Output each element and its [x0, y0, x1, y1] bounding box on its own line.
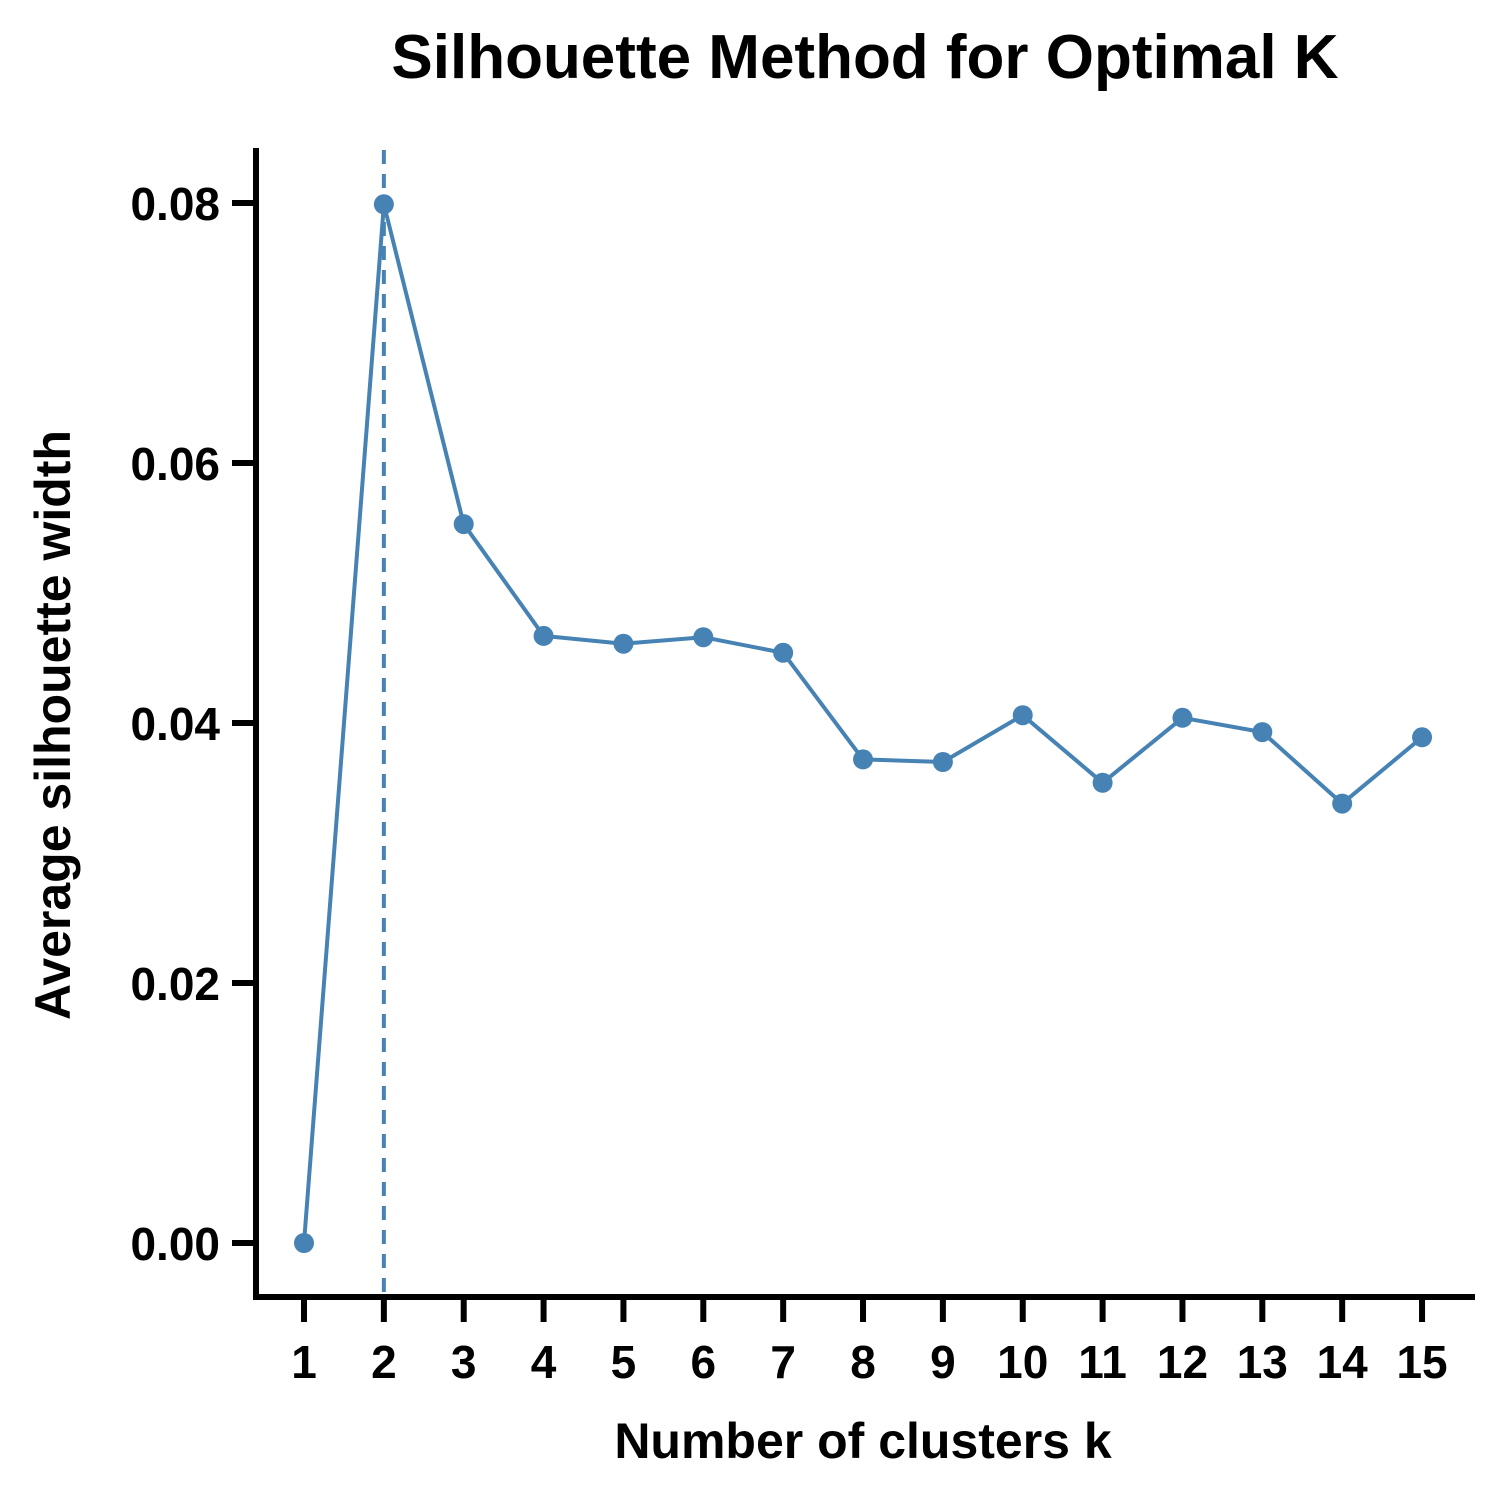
data-point-k8	[853, 749, 874, 770]
chart-title: Silhouette Method for Optimal K	[391, 23, 1338, 92]
x-tick-label: 4	[531, 1336, 557, 1388]
y-tick-label: 0.06	[130, 438, 220, 490]
x-tick-label: 13	[1237, 1336, 1288, 1388]
x-tick-label: 6	[691, 1336, 717, 1388]
data-point-k4	[533, 625, 554, 646]
plot-area	[294, 150, 1433, 1297]
x-tick-label: 1	[291, 1336, 317, 1388]
data-point-k12	[1172, 707, 1193, 728]
x-tick-label: 11	[1078, 1336, 1127, 1388]
y-tick-label: 0.08	[130, 178, 220, 230]
y-axis-label: Average silhouette width	[25, 430, 81, 1020]
series-line	[302, 202, 1424, 1244]
x-tick-label: 2	[371, 1336, 397, 1388]
data-point-k9	[932, 752, 953, 772]
x-tick-label: 14	[1317, 1336, 1369, 1388]
data-point-k11	[1092, 772, 1113, 793]
data-point-k10	[1012, 705, 1033, 726]
x-tick-label: 15	[1396, 1336, 1447, 1388]
x-tick-label: 9	[930, 1336, 956, 1388]
data-point-k14	[1332, 793, 1353, 814]
data-point-k3	[453, 514, 474, 535]
data-point-k1	[294, 1233, 314, 1253]
data-point-k6	[693, 627, 714, 648]
x-tick-label: 5	[611, 1336, 637, 1388]
x-tick-label: 3	[451, 1336, 477, 1388]
x-tick-label: 12	[1157, 1336, 1208, 1388]
data-point-k13	[1252, 722, 1273, 743]
data-point-k7	[773, 642, 794, 663]
y-axis-ticks: 0.00 0.02 0.04 0.06 0.08	[130, 178, 256, 1270]
x-tick-label: 10	[997, 1336, 1048, 1388]
x-axis-ticks: 1 2 3 4 5 6 7 8 9 10 11 12 13 14 15	[291, 1297, 1448, 1388]
x-axis-label: Number of clusters k	[614, 1413, 1112, 1469]
data-point-k5	[613, 633, 634, 654]
x-tick-label: 8	[850, 1336, 876, 1388]
x-tick-label: 7	[770, 1336, 796, 1388]
data-point-k2	[373, 194, 394, 215]
y-tick-label: 0.00	[130, 1218, 220, 1270]
y-tick-label: 0.04	[130, 698, 220, 750]
data-point-k15	[1412, 727, 1433, 748]
y-tick-label: 0.02	[130, 958, 220, 1010]
